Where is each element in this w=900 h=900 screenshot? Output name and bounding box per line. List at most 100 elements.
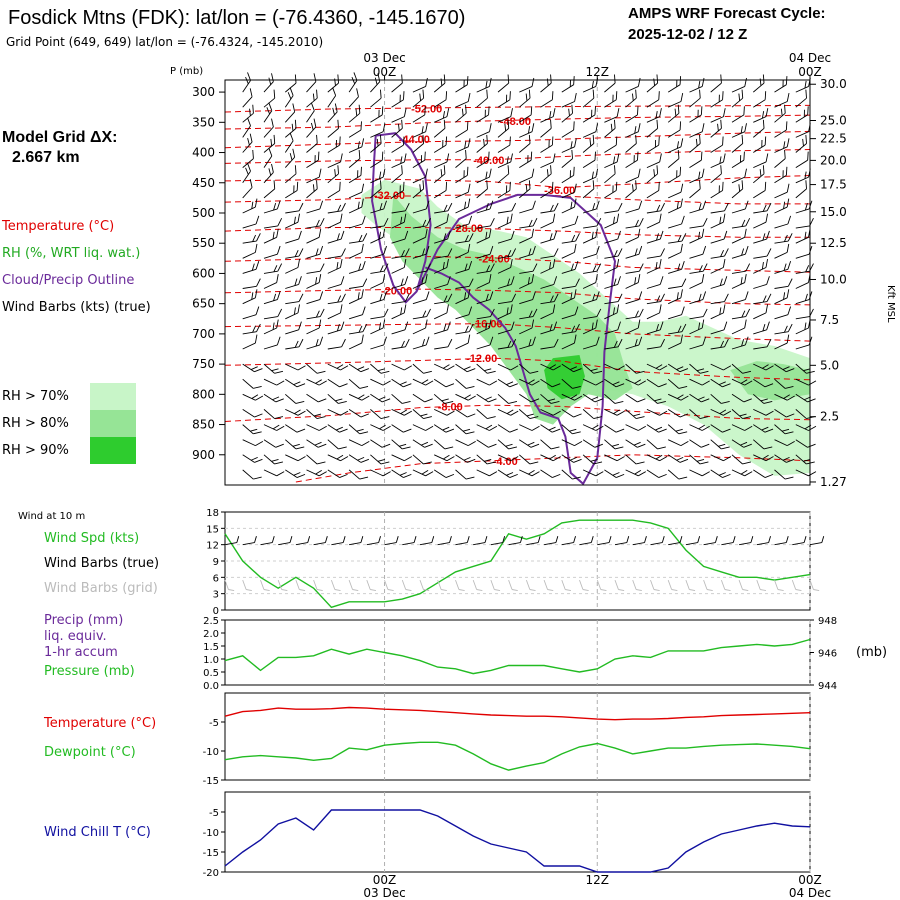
barb-flag [298,202,304,212]
barb-flag [743,398,752,403]
wind-barb [561,166,575,184]
wind-barb [582,319,598,335]
barb-staff [667,84,681,93]
barb-flag [443,119,446,129]
barb-flag [281,589,288,592]
barb-flag [723,230,728,240]
barb-flag [357,394,365,399]
pressure-unit: (mb) [856,645,887,660]
barb-flag [613,307,615,315]
wind-barb [348,104,361,123]
barb-flag [723,456,732,462]
barb-flag [613,340,618,348]
barb-staff [646,378,659,388]
barb-staff [285,346,300,350]
wind-barb [668,289,683,305]
barb-staff [519,378,533,386]
wind-barb [519,274,535,289]
barb-flag [722,428,731,433]
wind-barb [434,213,449,229]
wind-barb [731,168,747,184]
barb-flag [442,111,445,119]
wind-barb [625,89,637,108]
barb-staff [731,176,745,184]
barb-staff [710,346,725,350]
barb-staff [540,439,552,450]
barb-staff [327,255,342,259]
wind-barb [540,424,561,433]
barb-staff [306,299,321,305]
wind-barb [242,334,258,350]
barb-staff [433,128,446,138]
barb-staff [284,111,296,123]
barb-flag [313,413,322,417]
wind-barb [540,304,556,320]
barb-flag [487,370,496,374]
barb-staff [242,454,255,463]
barb-flag [592,134,595,144]
barb-flag [570,292,573,300]
wind-barb [540,181,554,199]
barb-staff [278,542,291,546]
barb-flag [511,248,517,257]
wind-barb [391,424,412,433]
barb-flag [699,89,701,99]
barb-flag [637,168,641,178]
wind-barb [668,439,689,447]
barb-flag [382,168,386,178]
barb-staff [795,299,810,305]
barb-staff [327,346,342,350]
barb-flag [573,121,575,131]
barb-staff [349,331,363,335]
barb-staff [604,329,618,335]
barb-flag [494,589,501,592]
wind-barb [604,230,621,244]
barb-flag [573,368,582,373]
wind-barb [263,469,285,477]
barb-staff [370,378,384,386]
barb-staff [370,409,382,419]
precip-label-2: liq. equiv. [44,629,107,644]
barb-staff [753,393,765,404]
barb-flag [570,456,577,461]
wind-barb [582,228,598,244]
barb-flag [247,72,251,81]
barb-flag [553,248,559,257]
barb-staff [455,191,469,199]
barb-flag [759,169,762,177]
barb-flag [590,459,598,462]
wind-barb [370,263,389,274]
barb-flag [357,170,359,178]
barb-flag [382,425,391,431]
wind-barb [476,291,494,305]
wind-barb [604,424,625,433]
barb-staff [731,208,746,214]
barb-flag [403,258,407,268]
barb-flag [446,153,450,162]
barb-flag [527,277,530,285]
barb-staff [370,97,382,108]
wind-barb [519,134,531,153]
barb-flag [592,203,596,211]
barb-staff [263,97,276,108]
wind-barb [668,243,683,259]
barb-flag [339,181,341,191]
barb-flag [531,319,535,329]
barb-flag [340,258,343,268]
barb-flag [591,109,593,118]
wind-barb [306,218,325,229]
barb-flag [787,278,793,287]
barb-flag [719,307,722,315]
barb-flag [661,536,665,543]
barb-flag [317,151,320,161]
wind-barb [348,334,364,350]
barb-flag [786,395,795,401]
barb-staff [582,439,596,448]
barb-staff [391,190,404,199]
barb-flag [591,231,594,240]
barb-staff [604,221,618,229]
barb-staff [476,208,491,214]
barb-flag [804,80,807,89]
barb-flag [552,258,556,268]
